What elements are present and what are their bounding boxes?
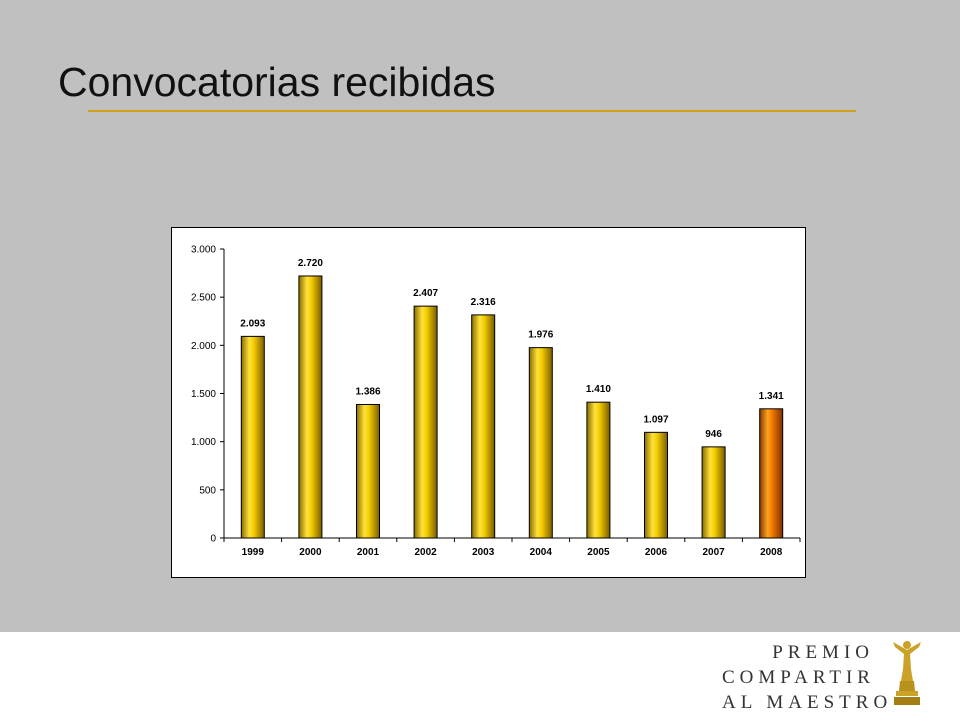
- data-label-2007: 946: [705, 429, 722, 440]
- data-label-2006: 1.097: [643, 414, 668, 425]
- x-tick-label-2007: 2007: [702, 547, 725, 558]
- logo-line-3: AL MAESTRO: [722, 692, 893, 713]
- x-tick-label-2005: 2005: [587, 547, 610, 558]
- x-tick-label-2003: 2003: [472, 547, 495, 558]
- x-tick-label-1999: 1999: [242, 547, 265, 558]
- y-tick-label: 2.500: [191, 293, 216, 304]
- footer: [0, 632, 960, 720]
- bar-2000: [298, 275, 323, 539]
- x-tick-label-2002: 2002: [414, 547, 437, 558]
- x-tick-label-2001: 2001: [357, 547, 380, 558]
- bar-2006: [644, 431, 668, 539]
- y-tick-label: 500: [199, 485, 216, 496]
- data-label-2005: 1.410: [586, 384, 611, 395]
- logo-line-2: COMPARTIR: [722, 667, 875, 688]
- x-tick-label-2000: 2000: [299, 547, 322, 558]
- title-underline: [88, 110, 856, 112]
- x-tick-label-2004: 2004: [530, 547, 553, 558]
- x-tick-label-2008: 2008: [760, 547, 783, 558]
- slide-title: Convocatorias recibidas: [58, 59, 496, 105]
- y-tick-label: 1.500: [191, 389, 216, 400]
- trophy-figure-icon: [889, 639, 925, 712]
- y-tick-label: 1.000: [191, 437, 216, 448]
- data-label-2004: 1.976: [528, 330, 553, 341]
- bar-2004: [528, 347, 553, 539]
- y-tick-label: 0: [210, 534, 216, 545]
- bar-2005: [586, 401, 611, 539]
- bar-chart: 0 500 1.000 1.500 2.000 2.500 3.000 2.093 1999 2.…: [171, 227, 806, 578]
- bar-2008: [759, 408, 784, 539]
- y-tick-label: 2.000: [191, 341, 216, 352]
- chart-canvas: 0 500 1.000 1.500 2.000 2.500 3.000 2.093 1999 2.…: [191, 245, 801, 558]
- logo-line-1: PREMIO: [772, 642, 874, 663]
- y-tick-label: 3.000: [191, 245, 216, 256]
- data-label-2008: 1.341: [759, 391, 784, 402]
- data-label-2000: 2.720: [298, 258, 323, 269]
- data-label-2002: 2.407: [413, 288, 438, 299]
- data-label-1999: 2.093: [240, 318, 265, 329]
- data-label-2003: 2.316: [471, 297, 496, 308]
- logo-wordmark: PREMIO COMPARTIR AL MAESTRO: [722, 640, 893, 715]
- bar-2002: [413, 305, 438, 539]
- bar-2007: [701, 446, 726, 539]
- x-tick-label-2006: 2006: [645, 547, 668, 558]
- bar-1999: [240, 335, 265, 539]
- bar-2001: [356, 403, 380, 539]
- data-label-2001: 1.386: [355, 386, 380, 397]
- bar-2003: [471, 314, 496, 539]
